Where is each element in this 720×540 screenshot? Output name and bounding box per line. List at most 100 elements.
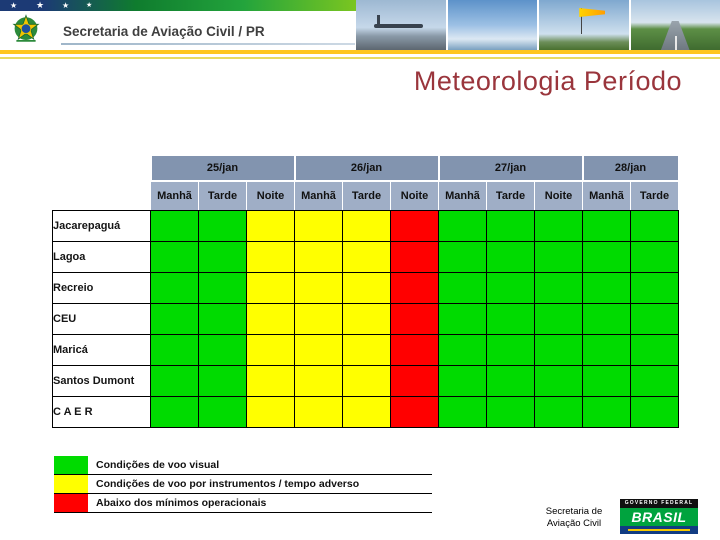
status-cell-green — [630, 333, 679, 366]
table-row: Maricá — [52, 333, 679, 366]
accent-band-yellow — [0, 50, 720, 54]
legend-label: Abaixo dos mínimos operacionais — [96, 497, 267, 509]
status-cell-green — [198, 395, 247, 428]
logo-brasil-text: BRASIL — [620, 508, 698, 526]
row-label: CEU — [52, 302, 151, 335]
photo-airplane — [356, 0, 446, 50]
photo-strip — [356, 0, 720, 50]
legend: Condições de voo visual Condições de voo… — [54, 456, 432, 513]
period-header: Noite — [390, 180, 439, 211]
status-cell-yellow — [246, 364, 295, 397]
status-cell-green — [534, 364, 583, 397]
status-cell-green — [486, 240, 535, 273]
status-cell-green — [486, 395, 535, 428]
status-cell-green — [150, 240, 199, 273]
status-cell-green — [630, 364, 679, 397]
status-cell-yellow — [342, 209, 391, 242]
accent-band-yellow-thin — [0, 57, 720, 59]
status-cell-yellow — [246, 240, 295, 273]
status-cell-green — [582, 302, 631, 335]
status-cell-red — [390, 302, 439, 335]
legend-swatch-red — [54, 494, 88, 512]
legend-swatch-yellow — [54, 475, 88, 493]
status-cell-green — [486, 364, 535, 397]
brasil-government-logo: GOVERNO FEDERAL BRASIL — [620, 499, 698, 534]
footer-org-line2: Aviação Civil — [546, 517, 602, 529]
status-cell-yellow — [294, 333, 343, 366]
status-cell-yellow — [294, 364, 343, 397]
photo-runway — [630, 0, 720, 50]
status-cell-red — [390, 364, 439, 397]
status-cell-green — [486, 302, 535, 335]
status-cell-green — [582, 209, 631, 242]
status-cell-green — [150, 302, 199, 335]
status-cell-green — [438, 395, 487, 428]
header-underline — [61, 43, 355, 45]
period-header: Manhã — [294, 180, 343, 211]
table-row: Lagoa — [52, 240, 679, 273]
status-cell-yellow — [342, 240, 391, 273]
status-cell-red — [390, 333, 439, 366]
status-cell-green — [438, 302, 487, 335]
logo-governo-federal-text: GOVERNO FEDERAL — [620, 499, 698, 508]
footer-org-name: Secretaria de Aviação Civil — [532, 506, 616, 530]
status-cell-green — [582, 364, 631, 397]
period-header: Tarde — [486, 180, 535, 211]
status-cell-green — [438, 271, 487, 304]
status-cell-green — [534, 302, 583, 335]
status-cell-red — [390, 209, 439, 242]
status-cell-green — [438, 333, 487, 366]
status-cell-green — [534, 395, 583, 428]
runway-shape — [660, 21, 690, 50]
flag-stripe: ★ ★ ★ ★ — [0, 0, 358, 11]
logo-slogan-strip — [620, 526, 698, 534]
legend-item-below-minimums: Abaixo dos mínimos operacionais — [54, 494, 432, 513]
period-header: Tarde — [630, 180, 679, 211]
status-cell-red — [390, 240, 439, 273]
table-row: C A E R — [52, 395, 679, 428]
status-cell-green — [150, 364, 199, 397]
table-corner — [52, 155, 151, 210]
status-cell-green — [630, 395, 679, 428]
status-cell-yellow — [246, 395, 295, 428]
status-cell-yellow — [246, 209, 295, 242]
status-cell-green — [198, 364, 247, 397]
period-header: Tarde — [198, 180, 247, 211]
status-cell-green — [438, 364, 487, 397]
period-header: Tarde — [342, 180, 391, 211]
legend-swatch-green — [54, 456, 88, 474]
status-cell-yellow — [246, 302, 295, 335]
period-header: Noite — [246, 180, 295, 211]
status-cell-yellow — [294, 302, 343, 335]
status-cell-green — [198, 302, 247, 335]
status-cell-green — [150, 333, 199, 366]
status-cell-green — [582, 240, 631, 273]
status-cell-green — [198, 271, 247, 304]
row-label: Recreio — [52, 271, 151, 304]
date-header: 25/jan — [149, 154, 296, 182]
status-cell-green — [582, 333, 631, 366]
legend-item-visual: Condições de voo visual — [54, 456, 432, 475]
row-label: Santos Dumont — [52, 364, 151, 397]
row-label: Maricá — [52, 333, 151, 366]
photo-sky — [447, 0, 537, 50]
status-cell-yellow — [342, 333, 391, 366]
period-header: Manhã — [150, 180, 199, 211]
status-cell-green — [486, 209, 535, 242]
star-icon: ★ — [36, 0, 45, 10]
status-cell-green — [630, 302, 679, 335]
status-cell-green — [630, 271, 679, 304]
windsock-icon — [579, 8, 606, 17]
weather-table: 25/jan 26/jan 27/jan 28/jan Manhã Tarde Noite M… — [52, 154, 680, 428]
status-cell-green — [150, 271, 199, 304]
status-cell-green — [150, 209, 199, 242]
table-row: CEU — [52, 302, 679, 335]
airplane-silhouette — [377, 15, 381, 25]
status-cell-yellow — [294, 395, 343, 428]
status-cell-yellow — [294, 271, 343, 304]
weather-table-wrap: 25/jan 26/jan 27/jan 28/jan Manhã Tarde Noite M… — [52, 154, 680, 428]
status-cell-green — [534, 333, 583, 366]
row-label: Lagoa — [52, 240, 151, 273]
date-header: 28/jan — [581, 154, 680, 182]
